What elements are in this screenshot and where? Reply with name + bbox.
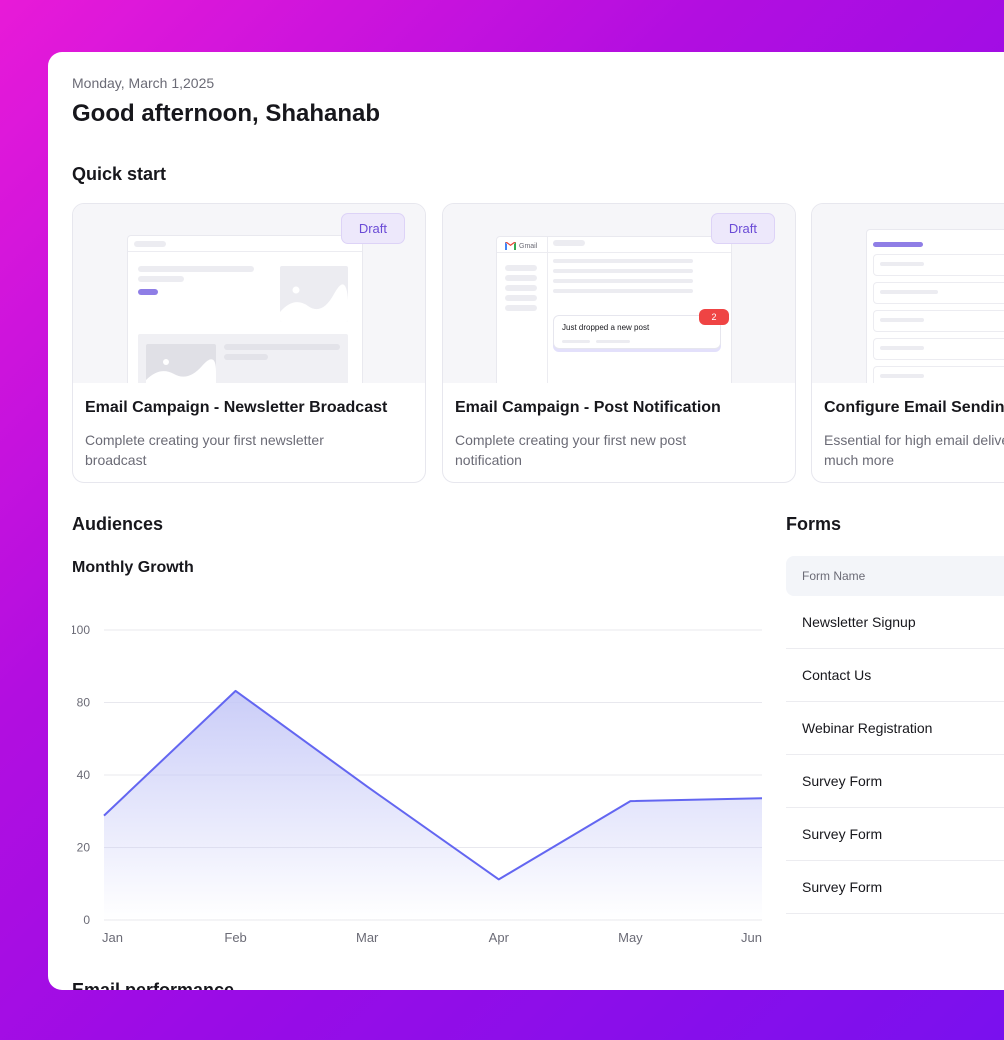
form-row[interactable]: Survey Form: [786, 755, 1004, 808]
email-performance-title: Email performance: [72, 980, 235, 990]
greeting: Good afternoon, Shahanab: [72, 100, 381, 127]
form-row[interactable]: Survey Form: [786, 808, 1004, 861]
forms-title: Forms: [786, 514, 842, 534]
notification-text: Just dropped a new post: [562, 323, 650, 332]
x-tick-label: Mar: [356, 930, 379, 945]
y-tick-label: 40: [77, 768, 91, 782]
quick-start-card-email-sending[interactable]: Configure Email Sending Essential for hi…: [811, 203, 1004, 483]
email-sending-preview: [812, 204, 1004, 383]
chart-svg: 0 20 40 80 100 Jan Feb Mar Apr May Jun: [70, 623, 763, 945]
card-title: Email Campaign - Post Notification: [455, 399, 721, 416]
x-tick-label: Jan: [102, 930, 123, 945]
card-title: Configure Email Sending: [824, 399, 1004, 416]
x-tick-label: May: [618, 930, 643, 945]
card-description: Complete creating your first new post no…: [455, 432, 687, 468]
series-line: [103, 689, 763, 881]
forms-table: Form Name Newsletter Signup Contact Us Web…: [786, 556, 1004, 914]
form-row[interactable]: Contact Us: [786, 649, 1004, 702]
x-tick-label: Jun: [741, 930, 762, 945]
form-row[interactable]: Survey Form: [786, 861, 1004, 914]
y-tick-label: 100: [72, 623, 90, 637]
newsletter-mock: [127, 235, 363, 383]
image-placeholder-icon: [280, 266, 348, 322]
quick-start-card-post-notification[interactable]: Gmail Just dropped a new post: [442, 203, 796, 483]
quick-start-title: Quick start: [72, 164, 167, 184]
audiences-title: Audiences: [72, 514, 164, 534]
draft-badge: Draft: [340, 213, 405, 244]
settings-mock: [866, 229, 1004, 383]
form-row[interactable]: Newsletter Signup: [786, 596, 1004, 649]
monthly-growth-chart: 0 20 40 80 100 Jan Feb Mar Apr May Jun: [70, 582, 772, 952]
gmail-icon: [505, 242, 516, 250]
draft-badge: Draft: [710, 213, 775, 244]
post-notification-preview: Gmail Just dropped a new post: [443, 204, 795, 383]
image-placeholder-icon: [146, 344, 216, 383]
card-description: Essential for high email deliverability,…: [824, 432, 1004, 468]
current-date: Monday, March 1,2025: [72, 75, 215, 91]
gmail-mock: Gmail Just dropped a new post: [496, 236, 732, 383]
y-tick-label: 0: [83, 913, 90, 927]
dashboard-panel: Monday, March 1,2025 Good afternoon, Sha…: [48, 52, 1004, 990]
card-title: Email Campaign - Newsletter Broadcast: [85, 399, 388, 416]
x-tick-label: Apr: [489, 930, 510, 945]
notification-card: Just dropped a new post: [553, 315, 721, 349]
x-tick-label: Feb: [224, 930, 246, 945]
newsletter-preview: Draft: [73, 204, 425, 383]
form-row[interactable]: Webinar Registration: [786, 702, 1004, 755]
card-description: Complete creating your first newsletter …: [85, 432, 324, 468]
quick-start-card-newsletter[interactable]: Draft Email Campaign - Newsletter Broadc…: [72, 203, 426, 483]
area-fill: [104, 690, 762, 920]
y-tick-label: 80: [77, 696, 91, 710]
gmail-label: Gmail: [519, 242, 538, 250]
y-tick-label: 20: [77, 841, 91, 855]
chart-title: Monthly Growth: [72, 559, 194, 576]
forms-column-header: Form Name: [786, 556, 1004, 596]
notification-count-badge: 2: [699, 309, 729, 325]
